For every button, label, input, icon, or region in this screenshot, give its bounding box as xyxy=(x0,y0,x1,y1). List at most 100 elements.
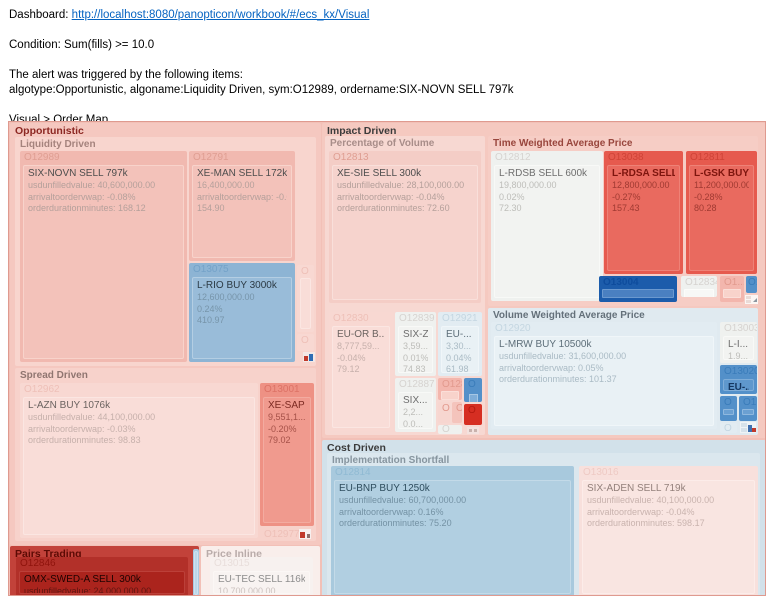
order-small[interactable]: O1 xyxy=(746,276,757,293)
order-id: O12813 xyxy=(333,152,369,163)
order-O13038[interactable]: O13038 L-RDSA SELL ... 12,800,000.00 -0.… xyxy=(604,151,683,274)
order-id: O12920 xyxy=(495,323,531,334)
order-details: EU-... xyxy=(723,379,754,391)
overflow-indicator-icon[interactable] xyxy=(740,422,756,433)
order-small[interactable]: O xyxy=(438,425,462,434)
order-O12839[interactable]: O12839 SIX-Z... 3,59... 0.01% 74.83 xyxy=(395,312,436,376)
order-O13075[interactable]: O13075 L-RIO BUY 3000k 12,600,000.00 0.2… xyxy=(189,263,295,362)
order-small[interactable]: O xyxy=(720,396,737,421)
order-id: O12884 xyxy=(442,379,462,390)
order-id: O12846 xyxy=(20,558,56,569)
order-O12830[interactable]: O12830 EU-OR B... 8,777,59... -0.04% 79.… xyxy=(329,312,393,431)
order-O13020[interactable]: O13020 EU-... xyxy=(720,365,757,394)
order-id: O13020 xyxy=(724,366,757,377)
order-details: L-AZN BUY 1076k usdunfilledvalue: 44,100… xyxy=(23,397,255,535)
order-details: EU-TEC SELL 116k 10,700,000.00 xyxy=(213,571,310,594)
order-small[interactable]: O xyxy=(720,423,737,433)
order-id: O13075 xyxy=(193,264,229,275)
order-id: O13004 xyxy=(603,277,639,288)
order-O12962[interactable]: O12962 L-AZN BUY 1076k usdunfilledvalue:… xyxy=(20,383,258,538)
order-id: O12887 xyxy=(399,379,435,390)
order-id: O13016 xyxy=(583,467,619,478)
order-id: O13038 xyxy=(608,152,644,163)
order-O12887[interactable]: O12887 SIX... 2,2... 0.0... xyxy=(395,378,436,432)
order-details: XE-SIE SELL 300k usdunfilledvalue: 28,10… xyxy=(332,165,478,300)
order-O12813[interactable]: O12813 XE-SIE SELL 300k usdunfilledvalue… xyxy=(329,151,481,303)
group-percentage-of-volume-label: Percentage of Volume xyxy=(330,138,435,149)
overflow-indicator-icon[interactable] xyxy=(299,529,311,539)
section-impact-driven-label: Impact Driven xyxy=(327,125,397,137)
order-O12814[interactable]: O12814 EU-BNP BUY 1250k usdunfilledvalue… xyxy=(331,466,574,595)
section-cost-driven-label: Cost Driven xyxy=(327,442,386,454)
alert-header: Dashboard: http://localhost:8080/panopti… xyxy=(0,0,774,128)
order-id: O12791 xyxy=(193,152,229,163)
order-details: XE-MAN SELL 172k 16,400,000.00 arrivalto… xyxy=(192,165,292,258)
order-map-treemap[interactable]: Opportunistic Liquidity Driven O12989 SI… xyxy=(8,121,766,596)
overflow-indicator-icon[interactable] xyxy=(467,427,479,434)
order-O12977[interactable]: O12977 xyxy=(260,528,314,541)
order-details: SIX-ADEN SELL 719k usdunfilledvalue: 40,… xyxy=(582,480,755,594)
order-O12884[interactable]: O12884 xyxy=(438,378,462,400)
order-small[interactable]: O1 xyxy=(739,396,757,421)
order-id: O12921 xyxy=(442,313,478,324)
order-details: EU-... 3,30... 0.04% 61.98 xyxy=(441,326,479,373)
order-details: L-RDSA SELL ... 12,800,000.00 -0.27% 157… xyxy=(607,165,680,271)
order-O12791[interactable]: O12791 XE-MAN SELL 172k 16,400,000.00 ar… xyxy=(189,151,295,261)
order-small[interactable]: O xyxy=(297,334,314,351)
order-details: L-MRW BUY 10500k usdunfilledvalue: 31,60… xyxy=(494,336,714,426)
order-O12989[interactable]: O12989 SIX-NOVN SELL 797k usdunfilledval… xyxy=(20,151,187,362)
order-O12812[interactable]: O12812 L-RDSB SELL 600k 19,800,000.00 0.… xyxy=(491,151,603,301)
overflow-indicator-icon[interactable] xyxy=(745,295,758,304)
order-details: L-GSK BUY ... 11,200,000.00 -0.28% 80.28 xyxy=(689,165,754,271)
order-small[interactable]: O xyxy=(464,404,482,425)
order-O12920[interactable]: O12920 L-MRW BUY 10500k usdunfilledvalue… xyxy=(491,322,717,429)
order-id: O12812 xyxy=(495,152,531,163)
order-details: EU-BNP BUY 1250k usdunfilledvalue: 60,70… xyxy=(334,480,571,594)
dashboard-line: Dashboard: http://localhost:8080/panopti… xyxy=(9,8,766,23)
order-id: O12830 xyxy=(333,313,369,324)
alert-intro: The alert was triggered by the following… xyxy=(9,69,243,81)
order-details: EU-OR B... 8,777,59... -0.04% 79.12 xyxy=(332,326,390,428)
order-small-blue-strip[interactable] xyxy=(193,549,199,595)
order-id: O13001 xyxy=(264,384,300,395)
alert-items: algotype:Opportunistic, algoname:Liquidi… xyxy=(9,84,514,96)
order-id: O13015 xyxy=(214,558,250,569)
order-small[interactable]: O xyxy=(297,265,314,332)
order-O13003[interactable]: O13003 L-I... 1,9... xyxy=(720,322,757,363)
order-O13001[interactable]: O13001 XE-SAP ... 9,551,1... -0.20% 79.0… xyxy=(260,383,314,526)
group-liquidity-driven-label: Liquidity Driven xyxy=(20,139,96,150)
order-id: O12977 xyxy=(264,529,300,540)
group-spread-driven-label: Spread Driven xyxy=(20,370,88,381)
group-vwap-label: Volume Weighted Average Price xyxy=(493,310,645,321)
order-details: SIX-NOVN SELL 797k usdunfilledvalue: 40,… xyxy=(23,165,184,359)
order-small[interactable]: O xyxy=(438,402,450,423)
order-details: OMX-SWED-A SELL 300k usdunfilledvalue: 2… xyxy=(19,571,185,594)
order-small[interactable]: O xyxy=(464,378,482,402)
order-details: SIX... 2,2... 0.0... xyxy=(398,392,433,429)
order-id: O12834 xyxy=(685,277,717,288)
order-details: L-RIO BUY 3000k 12,600,000.00 0.24% 410.… xyxy=(192,277,292,359)
order-small[interactable]: O1... xyxy=(720,276,744,302)
order-details: SIX-Z... 3,59... 0.01% 74.83 xyxy=(398,326,433,373)
order-O13004[interactable]: O13004 xyxy=(599,276,677,302)
order-O12846[interactable]: O12846 OMX-SWED-A SELL 300k usdunfilledv… xyxy=(16,557,188,595)
order-id: O12839 xyxy=(399,313,435,324)
order-details: L-RDSB SELL 600k 19,800,000.00 0.02% 72.… xyxy=(494,165,600,298)
order-id: O12962 xyxy=(24,384,60,395)
order-small[interactable]: O xyxy=(452,402,462,423)
order-O13015[interactable]: O13015 EU-TEC SELL 116k 10,700,000.00 xyxy=(210,557,313,595)
order-O12921[interactable]: O12921 EU-... 3,30... 0.04% 61.98 xyxy=(438,312,482,376)
dashboard-link[interactable]: http://localhost:8080/panopticon/workboo… xyxy=(71,9,370,21)
group-implementation-shortfall-label: Implementation Shortfall xyxy=(332,455,450,466)
order-O12834[interactable]: O12834 xyxy=(681,276,717,297)
order-O12811[interactable]: O12811 L-GSK BUY ... 11,200,000.00 -0.28… xyxy=(686,151,757,274)
dashboard-label: Dashboard: xyxy=(9,9,69,21)
order-O13016[interactable]: O13016 SIX-ADEN SELL 719k usdunfilledval… xyxy=(579,466,758,595)
overflow-indicator-icon[interactable] xyxy=(303,352,315,362)
section-opportunistic-label: Opportunistic xyxy=(15,125,84,137)
alert-items-block: The alert was triggered by the following… xyxy=(9,68,766,98)
order-id: O12989 xyxy=(24,152,60,163)
order-details: L-I... 1,9... xyxy=(723,336,754,360)
group-twap-label: Time Weighted Average Price xyxy=(493,138,633,149)
order-details: XE-SAP ... 9,551,1... -0.20% 79.02 xyxy=(263,397,311,523)
